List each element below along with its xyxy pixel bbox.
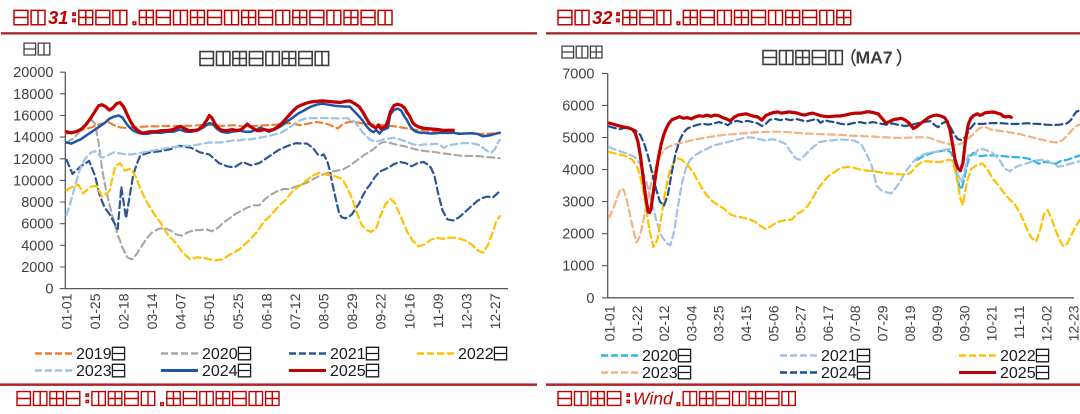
svg-text:2024: 2024 bbox=[202, 363, 238, 380]
svg-text:2000: 2000 bbox=[562, 227, 594, 243]
svg-text:2023: 2023 bbox=[642, 365, 678, 382]
svg-text:03-04: 03-04 bbox=[683, 305, 699, 341]
svg-text:0: 0 bbox=[45, 282, 53, 298]
svg-text:05-27: 05-27 bbox=[793, 305, 809, 341]
svg-text:06-17: 06-17 bbox=[820, 305, 836, 341]
svg-text:14000: 14000 bbox=[13, 130, 53, 146]
svg-text:06-18: 06-18 bbox=[258, 293, 274, 329]
svg-text:2020: 2020 bbox=[642, 348, 678, 365]
svg-text:7000: 7000 bbox=[562, 66, 594, 82]
svg-text:08-29: 08-29 bbox=[344, 293, 360, 329]
svg-text:2023: 2023 bbox=[76, 363, 112, 380]
svg-text:07-12: 07-12 bbox=[287, 293, 303, 329]
svg-text:20000: 20000 bbox=[13, 65, 53, 81]
svg-text:02-12: 02-12 bbox=[656, 305, 672, 341]
svg-text:4000: 4000 bbox=[21, 238, 53, 254]
svg-text:4000: 4000 bbox=[562, 163, 594, 179]
svg-text:05-01: 05-01 bbox=[201, 293, 217, 329]
svg-text:2024: 2024 bbox=[821, 365, 857, 382]
svg-text:16000: 16000 bbox=[13, 109, 53, 125]
svg-text:09-30: 09-30 bbox=[956, 305, 972, 341]
svg-text:2019: 2019 bbox=[76, 346, 112, 363]
svg-text:2021: 2021 bbox=[330, 346, 366, 363]
svg-text:2025: 2025 bbox=[330, 363, 366, 380]
svg-text:2025: 2025 bbox=[1000, 365, 1036, 382]
svg-text:Wind: Wind bbox=[633, 389, 674, 409]
svg-text:31: 31 bbox=[48, 7, 68, 28]
svg-text:12-02: 12-02 bbox=[1038, 305, 1054, 341]
svg-text:12-23: 12-23 bbox=[1066, 305, 1080, 341]
svg-text:03-25: 03-25 bbox=[711, 305, 727, 341]
svg-text:12000: 12000 bbox=[13, 152, 53, 168]
svg-text:04-15: 04-15 bbox=[738, 305, 754, 341]
svg-text:01-25: 01-25 bbox=[87, 293, 103, 329]
svg-text:5000: 5000 bbox=[562, 131, 594, 147]
svg-text:6000: 6000 bbox=[21, 217, 53, 233]
svg-text:12-03: 12-03 bbox=[458, 293, 474, 329]
svg-text:09-09: 09-09 bbox=[929, 305, 945, 341]
svg-text:2000: 2000 bbox=[21, 260, 53, 276]
svg-text:09-22: 09-22 bbox=[373, 293, 389, 329]
svg-text:10-21: 10-21 bbox=[984, 305, 1000, 341]
svg-text:05-25: 05-25 bbox=[230, 293, 246, 329]
svg-text:2020: 2020 bbox=[202, 346, 238, 363]
svg-text:12-27: 12-27 bbox=[487, 293, 503, 329]
svg-text:6000: 6000 bbox=[562, 98, 594, 114]
svg-text:07-08: 07-08 bbox=[847, 305, 863, 341]
svg-text:11-09: 11-09 bbox=[430, 293, 446, 328]
svg-text:01-01: 01-01 bbox=[602, 305, 618, 341]
svg-text:03-14: 03-14 bbox=[144, 293, 160, 329]
svg-text:01-01: 01-01 bbox=[58, 293, 74, 329]
svg-text:8000: 8000 bbox=[21, 195, 53, 211]
svg-text:18000: 18000 bbox=[13, 87, 53, 103]
svg-text:10-16: 10-16 bbox=[401, 293, 417, 329]
svg-text:2022: 2022 bbox=[458, 346, 494, 363]
svg-text:01-22: 01-22 bbox=[629, 305, 645, 341]
svg-text:0: 0 bbox=[586, 291, 594, 307]
svg-text:32: 32 bbox=[592, 7, 612, 28]
svg-text:1000: 1000 bbox=[562, 259, 594, 275]
svg-text:MA7: MA7 bbox=[856, 48, 893, 68]
svg-text:10000: 10000 bbox=[13, 173, 53, 189]
svg-text:05-06: 05-06 bbox=[765, 305, 781, 341]
svg-text:07-29: 07-29 bbox=[875, 305, 891, 341]
svg-text:04-07: 04-07 bbox=[173, 293, 189, 329]
svg-text:02-18: 02-18 bbox=[116, 293, 132, 329]
svg-text:2022: 2022 bbox=[1000, 348, 1036, 365]
svg-text:11-11: 11-11 bbox=[1011, 305, 1027, 339]
svg-text:08-19: 08-19 bbox=[902, 305, 918, 341]
svg-text:2021: 2021 bbox=[821, 348, 857, 365]
svg-text:08-05: 08-05 bbox=[316, 293, 332, 329]
svg-text:3000: 3000 bbox=[562, 195, 594, 211]
